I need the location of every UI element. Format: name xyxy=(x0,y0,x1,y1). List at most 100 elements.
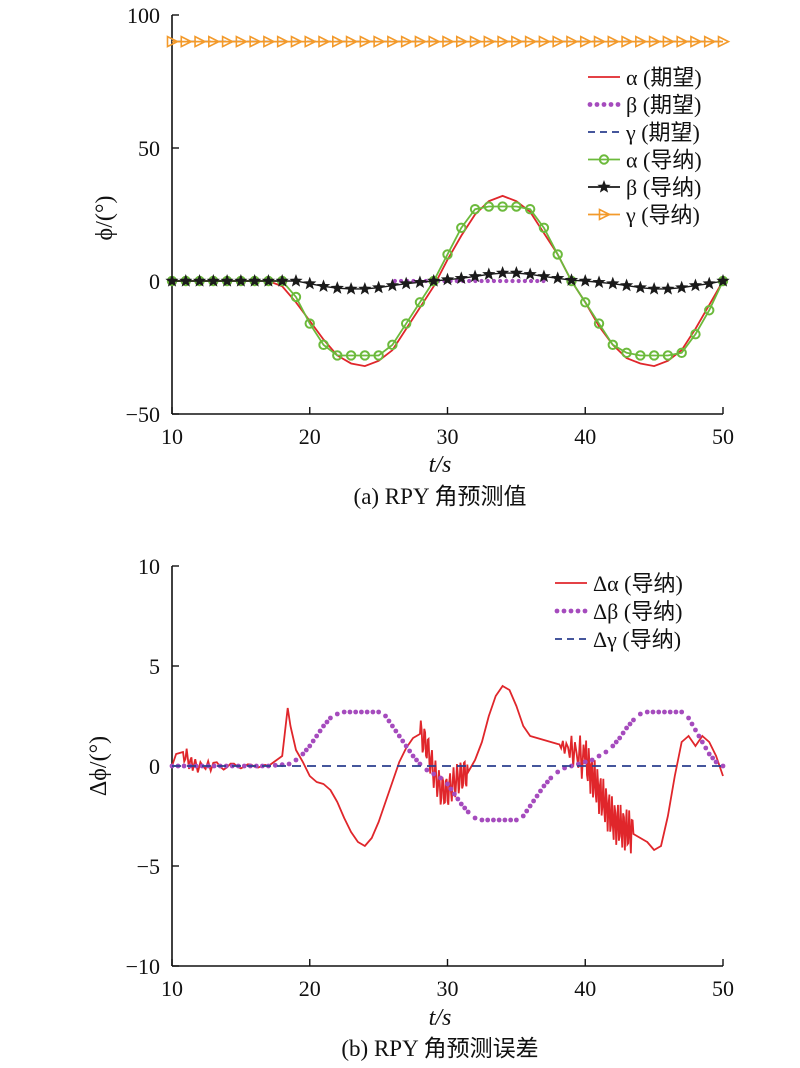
panel-a-y-tick-label: −50 xyxy=(126,402,160,427)
panel-a-dot xyxy=(411,278,416,284)
panel-a-marker xyxy=(509,266,524,279)
panel-b-dot xyxy=(531,798,536,804)
panel-a-legend-item-2: γ (期望) xyxy=(588,120,700,145)
panel-a-y-tick-label: 100 xyxy=(127,3,160,28)
panel-a-marker xyxy=(400,35,414,48)
panel-a-legend: α (期望) β (期望)γ (期望) α (导纳)β (导纳) γ (导纳) xyxy=(587,65,702,228)
panel-b-dot xyxy=(181,763,187,769)
panel-a-marker xyxy=(454,271,468,284)
panel-a-marker xyxy=(442,35,455,48)
panel-a-marker xyxy=(371,280,386,294)
panel-b-dot xyxy=(555,769,561,775)
panel-a-marker xyxy=(303,276,317,290)
panel-b-dot xyxy=(431,771,437,777)
panel-b-dot xyxy=(620,730,626,736)
panel-b-dot xyxy=(610,743,616,749)
panel-a-marker xyxy=(564,273,579,286)
panel-a-marker xyxy=(261,274,276,287)
panel-a-dot xyxy=(467,278,472,284)
panel-b-dot xyxy=(317,728,323,734)
panel-b-dot xyxy=(390,723,395,729)
panel-a-marker xyxy=(385,278,400,292)
panel-b-dot xyxy=(624,725,629,731)
panel-b-dot xyxy=(720,763,726,769)
panel-b-dot xyxy=(696,733,702,739)
panel-a-marker xyxy=(373,350,384,361)
panel-a-marker xyxy=(497,35,510,48)
panel-a-marker xyxy=(703,35,717,48)
panel-a-legend-swatch xyxy=(615,102,621,107)
panel-b-dot xyxy=(310,738,316,744)
panel-b-dot xyxy=(544,779,550,785)
panel-a-marker xyxy=(676,347,687,359)
panel-a-legend-marker xyxy=(598,154,610,165)
panel-a-marker xyxy=(662,35,676,48)
panel-a-marker xyxy=(194,35,207,48)
panel-b-dot xyxy=(710,755,716,761)
panel-a-marker xyxy=(400,318,412,329)
panel-a-dot xyxy=(485,278,490,284)
panel-b-y-tick-label: 10 xyxy=(138,554,160,579)
panel-a-marker xyxy=(524,35,538,48)
panel-a-marker xyxy=(414,297,426,308)
panel-a-marker xyxy=(619,278,634,292)
panel-b-dot xyxy=(589,757,595,763)
panel-b-series-0 xyxy=(171,684,724,854)
panel-a-legend-swatch xyxy=(594,102,600,107)
panel-b-dot xyxy=(706,751,712,757)
panel-a-marker xyxy=(635,350,646,361)
panel-b-ylabel: Δϕ/(°) xyxy=(86,736,112,796)
panel-a-marker xyxy=(263,35,276,48)
panel-b-dot xyxy=(524,808,530,814)
panel-b-dot xyxy=(667,709,673,715)
panel-b-dot xyxy=(699,739,705,745)
panel-a-marker xyxy=(413,275,427,288)
panel-b-dot xyxy=(448,786,454,792)
panel-b-dot xyxy=(445,781,450,787)
panel-b-dot xyxy=(241,763,247,769)
panel-a-marker xyxy=(647,281,661,295)
panel-b-legend-swatch xyxy=(575,608,581,614)
panel-a-legend-label: α (期望) xyxy=(626,65,702,90)
panel-b-dot xyxy=(370,709,376,715)
panel-a-marker xyxy=(179,274,193,287)
panel-a-marker xyxy=(456,222,467,234)
panel-a-legend-item-0: α (期望) xyxy=(588,65,702,90)
panel-b-legend-swatch xyxy=(582,608,588,614)
panel-b-y-tick-label: 5 xyxy=(149,654,160,679)
panel-a-y-tick-label: 50 xyxy=(138,136,160,161)
panel-a-ylabel: ϕ/(°) xyxy=(92,196,118,241)
panel-b-dot xyxy=(472,815,478,821)
panel-a-legend-label: γ (期望) xyxy=(625,120,700,145)
panel-b-x-tick-label: 30 xyxy=(437,976,459,1001)
panel-b-dot xyxy=(713,759,719,765)
panel-a-legend-item-1: β (期望) xyxy=(587,93,701,118)
panel-b-dot xyxy=(637,711,643,717)
panel-b-dot xyxy=(347,709,353,715)
panel-b-dot xyxy=(400,738,406,744)
panel-a-marker xyxy=(304,35,318,48)
panel-b-legend-label: Δγ (导纳) xyxy=(593,627,681,652)
panel-a-marker xyxy=(538,35,552,48)
panel-b-dot xyxy=(479,817,485,823)
panel-a-legend-label: β (导纳) xyxy=(626,175,701,200)
panel-a-marker xyxy=(621,35,634,48)
panel-a-marker xyxy=(387,35,400,48)
panel-a-marker xyxy=(249,35,262,48)
panel-b-dot xyxy=(679,709,685,715)
panel-b-dot xyxy=(520,813,526,819)
panel-b-dot xyxy=(386,718,392,724)
panel-a-series-4 xyxy=(165,266,730,295)
panel-a-marker xyxy=(483,201,495,212)
panel-a-marker xyxy=(704,305,715,316)
panel-a-marker xyxy=(192,274,207,287)
panel-a-marker xyxy=(442,249,453,260)
panel-a-legend-label: α (导纳) xyxy=(626,148,702,173)
panel-a-marker xyxy=(318,339,329,351)
panel-a-marker xyxy=(316,279,331,292)
panel-a-marker xyxy=(221,35,235,48)
panel-a-legend-label: γ (导纳) xyxy=(625,203,700,228)
panel-b-dot xyxy=(300,751,306,757)
panel-b-dot xyxy=(407,748,413,754)
panel-a-marker xyxy=(428,35,442,48)
